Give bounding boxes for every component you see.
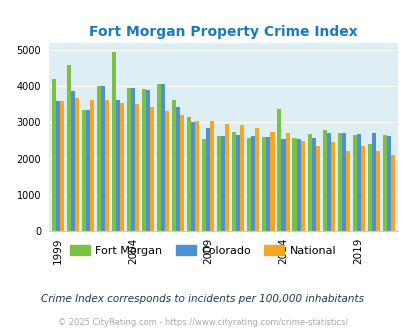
Bar	[206, 128, 210, 231]
Bar	[330, 142, 334, 231]
Bar	[352, 135, 356, 231]
Bar	[281, 140, 285, 231]
Bar	[300, 141, 304, 231]
Bar	[150, 107, 154, 231]
Bar	[266, 137, 270, 231]
Bar	[195, 121, 199, 231]
Bar	[236, 135, 240, 231]
Bar	[221, 136, 225, 231]
Bar	[311, 138, 315, 231]
Bar	[60, 101, 64, 231]
Bar	[315, 146, 319, 231]
Bar	[112, 51, 116, 231]
Title: Fort Morgan Property Crime Index: Fort Morgan Property Crime Index	[89, 25, 357, 39]
Bar	[277, 110, 281, 231]
Bar	[225, 124, 229, 231]
Bar	[127, 88, 131, 231]
Bar	[232, 132, 236, 231]
Bar	[367, 144, 371, 231]
Bar	[251, 136, 255, 231]
Bar	[75, 98, 79, 231]
Bar	[247, 138, 251, 231]
Bar	[382, 135, 386, 231]
Bar	[187, 117, 191, 231]
Legend: Fort Morgan, Colorado, National: Fort Morgan, Colorado, National	[65, 241, 340, 260]
Bar	[375, 151, 379, 231]
Bar	[51, 79, 55, 231]
Bar	[146, 89, 150, 231]
Bar	[55, 101, 60, 231]
Bar	[120, 103, 124, 231]
Bar	[255, 128, 259, 231]
Bar	[322, 130, 326, 231]
Bar	[90, 100, 94, 231]
Bar	[116, 100, 120, 231]
Bar	[326, 133, 330, 231]
Bar	[191, 122, 195, 231]
Bar	[217, 136, 221, 231]
Bar	[307, 134, 311, 231]
Bar	[157, 84, 161, 231]
Bar	[386, 136, 390, 231]
Bar	[262, 137, 266, 231]
Bar	[81, 110, 85, 231]
Bar	[142, 89, 146, 231]
Text: Crime Index corresponds to incidents per 100,000 inhabitants: Crime Index corresponds to incidents per…	[41, 294, 364, 304]
Bar	[66, 65, 70, 231]
Bar	[345, 151, 349, 231]
Bar	[180, 115, 184, 231]
Bar	[131, 88, 135, 231]
Bar	[176, 107, 180, 231]
Bar	[337, 133, 341, 231]
Bar	[104, 100, 109, 231]
Bar	[165, 111, 169, 231]
Bar	[135, 104, 139, 231]
Text: © 2025 CityRating.com - https://www.cityrating.com/crime-statistics/: © 2025 CityRating.com - https://www.city…	[58, 318, 347, 327]
Bar	[270, 132, 274, 231]
Bar	[161, 84, 165, 231]
Bar	[100, 86, 104, 231]
Bar	[360, 146, 364, 231]
Bar	[202, 139, 206, 231]
Bar	[210, 121, 214, 231]
Bar	[70, 91, 75, 231]
Bar	[292, 138, 296, 231]
Bar	[341, 133, 345, 231]
Bar	[85, 110, 90, 231]
Bar	[356, 134, 360, 231]
Bar	[240, 125, 244, 231]
Bar	[296, 139, 300, 231]
Bar	[172, 100, 176, 231]
Bar	[285, 133, 289, 231]
Bar	[390, 155, 394, 231]
Bar	[96, 85, 100, 231]
Bar	[371, 133, 375, 231]
